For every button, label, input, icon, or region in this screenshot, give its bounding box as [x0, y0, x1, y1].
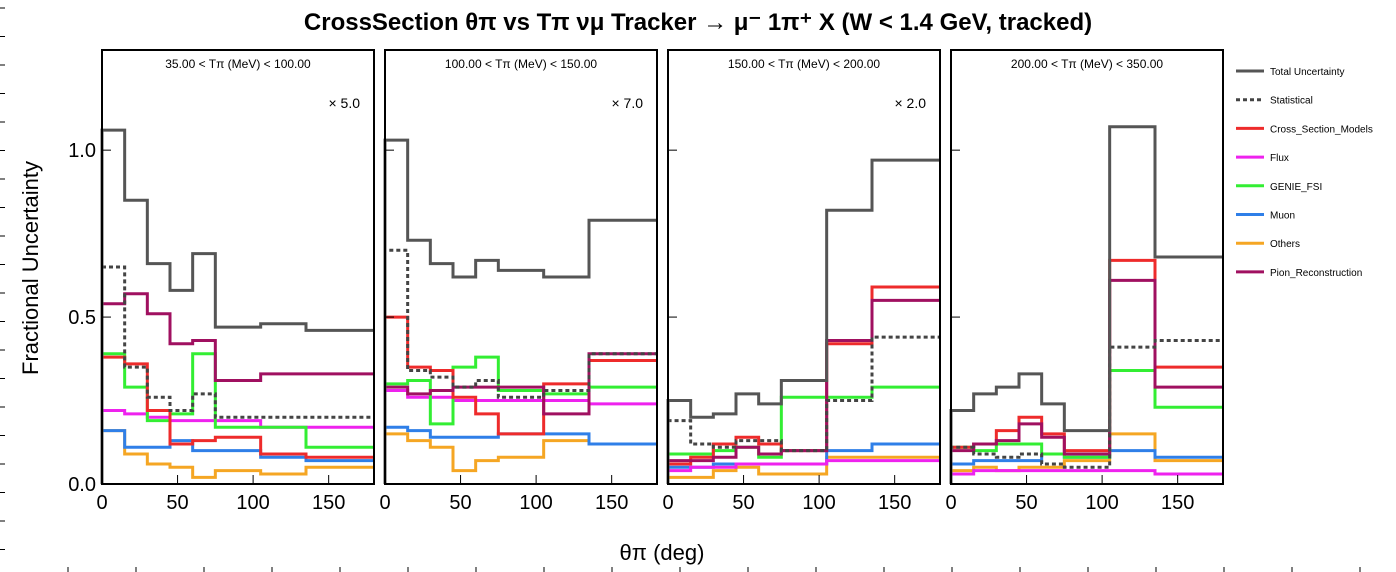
x-tick-label: 0 [379, 492, 390, 514]
legend: Total Uncertainty Statistical Cross_Sectio… [1236, 67, 1373, 279]
panel-scale-label: × 2.0 [894, 95, 926, 111]
series-line-total [666, 158, 940, 484]
series-line-pion [383, 352, 657, 484]
panel-frame [384, 49, 658, 485]
panel-label: 100.00 < Tπ (MeV) < 150.00 [445, 57, 597, 71]
legend-label-stat: Statistical [1270, 96, 1313, 107]
series-line-pion [100, 292, 374, 484]
series-line-xsec [383, 315, 657, 484]
legend-label-total: Total Uncertainty [1270, 67, 1344, 78]
x-tick-label: 150 [878, 492, 911, 514]
series-line-stat [666, 335, 940, 484]
panel-label: 200.00 < Tπ (MeV) < 350.00 [1011, 57, 1163, 71]
series-line-total [949, 125, 1223, 484]
legend-label-fsi: GENIE_FSI [1270, 182, 1322, 193]
series-line-fsi [383, 355, 657, 484]
series-line-muon [383, 425, 657, 484]
panel-4: 0 50 100 150 200.00 < Tπ (MeV) < 350.00 [945, 49, 1224, 514]
x-tick-label: 50 [1015, 492, 1037, 514]
x-tick-label: 150 [595, 492, 628, 514]
series-line-flux [666, 459, 940, 484]
y-tick-label: 1.0 [68, 140, 96, 162]
y-tick-label: 0.0 [68, 474, 96, 496]
panel-3: 0 50 100 150 150.00 < Tπ (MeV) < 200.00 × 2.0 [662, 49, 941, 514]
x-tick-label: 50 [449, 492, 471, 514]
x-tick-label: 50 [166, 492, 188, 514]
legend-label-xsec: Cross_Section_Models [1270, 124, 1373, 135]
series-line-flux [949, 469, 1223, 484]
frame-ticks [0, 7, 1361, 572]
x-tick-label: 100 [802, 492, 835, 514]
legend-label-flux: Flux [1270, 153, 1289, 164]
panel-label: 150.00 < Tπ (MeV) < 200.00 [728, 57, 880, 71]
panel-1: 0 50 100 150 35.00 < Tπ (MeV) < 100.00 × 5.0 [96, 49, 375, 514]
panel-frame [101, 49, 375, 485]
x-axis-label: θπ (deg) [620, 540, 705, 565]
series-line-stat [383, 248, 657, 484]
x-tick-label: 0 [96, 492, 107, 514]
series-line-others [383, 432, 657, 484]
x-tick-label: 150 [1161, 492, 1194, 514]
panel-frame [950, 49, 1224, 485]
x-tick-label: 100 [519, 492, 552, 514]
legend-label-muon: Muon [1270, 211, 1295, 222]
series-line-pion [666, 298, 940, 484]
panel-scale-label: × 5.0 [328, 95, 360, 111]
series-line-stat [100, 265, 374, 484]
series-line-xsec [100, 355, 374, 484]
legend-label-others: Others [1270, 239, 1300, 250]
y-tick-label: 0.5 [68, 307, 96, 329]
x-tick-label: 150 [312, 492, 345, 514]
legend-label-pion: Pion_Reconstruction [1270, 268, 1362, 279]
series-line-fsi [666, 385, 940, 484]
panel-label: 35.00 < Tπ (MeV) < 100.00 [165, 57, 311, 71]
series-line-flux [383, 389, 657, 484]
panel-frame [667, 49, 941, 485]
chart-title: CrossSection θπ vs Tπ νμ Tracker → μ⁻ 1π… [304, 9, 1092, 36]
x-tick-label: 100 [236, 492, 269, 514]
series-line-total [383, 138, 657, 484]
x-tick-label: 0 [945, 492, 956, 514]
x-tick-label: 100 [1085, 492, 1118, 514]
panel-scale-label: × 7.0 [611, 95, 643, 111]
series-line-total [100, 128, 374, 484]
y-axis-label: Fractional Uncertainty [18, 161, 43, 375]
x-tick-label: 50 [732, 492, 754, 514]
series-line-fsi [100, 352, 374, 484]
x-tick-label: 0 [662, 492, 673, 514]
panel-2: 0 50 100 150 100.00 < Tπ (MeV) < 150.00 × 7.0 [379, 49, 658, 514]
series-line-stat [949, 338, 1223, 484]
series-line-others [949, 432, 1223, 484]
